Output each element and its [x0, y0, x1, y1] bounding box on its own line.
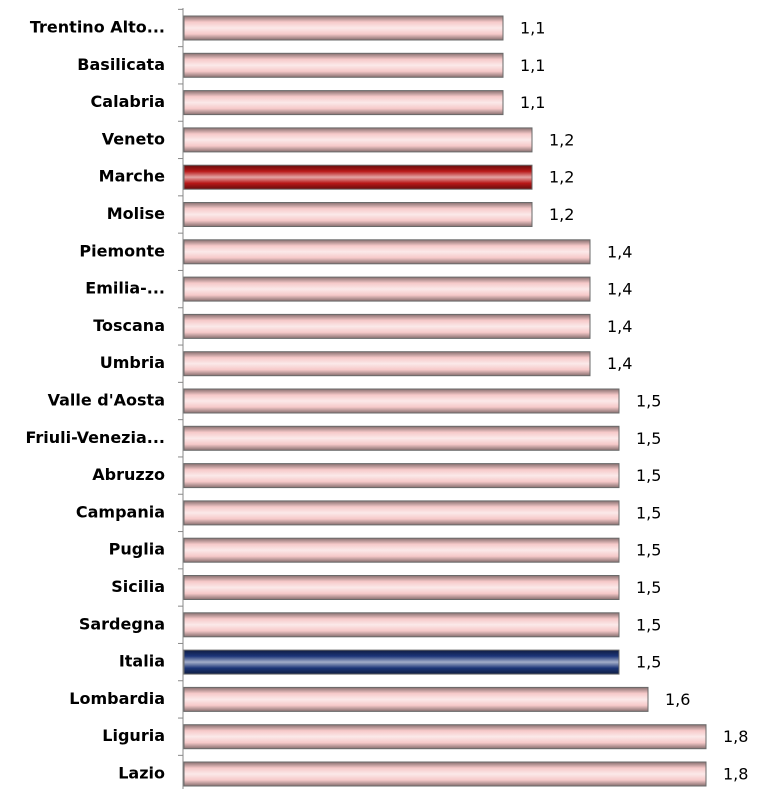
value-label: 1,4 [607, 280, 632, 299]
category-label: Italia [119, 652, 165, 671]
category-label: Basilicata [77, 55, 165, 74]
bar [183, 500, 620, 526]
bar [183, 276, 591, 302]
category-label: Marche [99, 167, 165, 186]
bar [183, 537, 620, 563]
value-label: 1,1 [520, 19, 545, 38]
category-label: Molise [107, 204, 165, 223]
bar [183, 724, 707, 750]
category-label: Liguria [102, 726, 165, 745]
category-label: Sardegna [79, 614, 165, 633]
value-label: 1,2 [549, 130, 574, 149]
bar [183, 52, 504, 78]
category-label: Umbria [100, 353, 165, 372]
value-label: 1,4 [607, 354, 632, 373]
bar [183, 15, 504, 41]
value-label: 1,5 [636, 466, 661, 485]
value-label: 1,5 [636, 429, 661, 448]
bar [183, 649, 620, 675]
bar [183, 612, 620, 638]
category-label: Toscana [93, 316, 165, 335]
bar [183, 313, 591, 339]
value-label: 1,5 [636, 541, 661, 560]
value-label: 1,8 [723, 727, 748, 746]
bar [183, 202, 533, 227]
bar [183, 90, 504, 116]
bar [183, 164, 533, 190]
bar [183, 351, 591, 377]
value-label: 1,8 [723, 765, 748, 784]
value-label: 1,1 [520, 93, 545, 112]
category-label: Lombardia [69, 689, 165, 708]
bar [183, 575, 620, 600]
category-label: Lazio [118, 764, 165, 783]
bar [183, 425, 620, 451]
bar [183, 388, 620, 414]
value-label: 1,5 [636, 578, 661, 597]
category-label: Sicilia [111, 577, 165, 596]
category-label: Calabria [91, 92, 165, 111]
category-label: Campania [76, 502, 165, 521]
value-label: 1,2 [549, 168, 574, 187]
value-label: 1,5 [636, 392, 661, 411]
value-label: 1,4 [607, 242, 632, 261]
value-label: 1,4 [607, 317, 632, 336]
bar [183, 686, 649, 712]
value-label: 1,2 [549, 205, 574, 224]
category-label: Friuli-Venezia... [25, 428, 165, 447]
category-label: Puglia [109, 540, 165, 559]
value-label: 1,5 [636, 653, 661, 672]
bar [183, 463, 620, 489]
value-label: 1,5 [636, 503, 661, 522]
bar [183, 239, 591, 265]
category-label: Abruzzo [92, 465, 165, 484]
value-label: 1,6 [665, 690, 690, 709]
bar [183, 761, 707, 787]
category-label: Veneto [102, 129, 165, 148]
value-label: 1,1 [520, 56, 545, 75]
bar [183, 127, 533, 153]
value-label: 1,5 [636, 615, 661, 634]
category-label: Valle d'Aosta [48, 391, 165, 410]
category-label: Trentino Alto... [30, 18, 165, 37]
category-label: Emilia-... [85, 279, 165, 298]
category-label: Piemonte [79, 241, 165, 260]
